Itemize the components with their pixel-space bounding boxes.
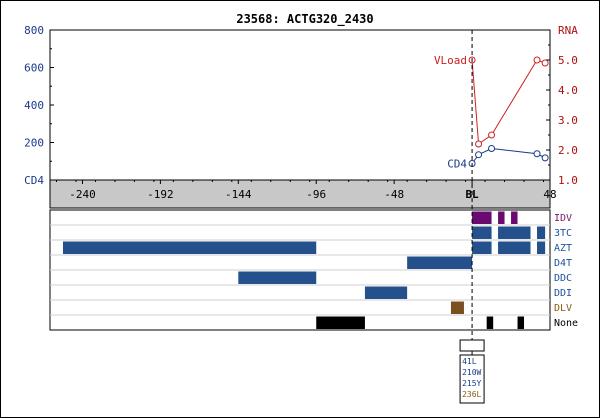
left-axis-tick-label: 200 [24,137,44,150]
drug-bar [364,286,408,299]
right-axis-label: RNA [558,24,578,37]
x-axis-tick-label: -192 [147,188,174,201]
series-point [488,145,496,152]
drug-bar [316,316,365,329]
series-point [533,56,541,64]
mutation-list-box [459,354,485,404]
drug-bar [450,301,464,314]
drug-bar [407,256,473,269]
drug-bar [511,211,518,224]
chart-title: 23568: ACTG320_2430 [236,12,373,27]
drug-row-label: AZT [554,243,572,254]
right-axis-tick-label: 4.0 [558,84,578,97]
left-axis-label: CD4 [24,174,44,187]
right-axis-tick-label: 3.0 [558,114,578,127]
mutation-label: 236L [462,390,481,399]
drug-bar [498,211,505,224]
plot-area [49,29,551,181]
series-point [541,154,549,162]
left-axis: 200 400 600 800 CD4 [24,24,54,187]
drug-bar [498,226,531,239]
drug-bar [238,271,317,284]
drug-row-label: D4T [554,258,572,269]
mutation-label: 41L [462,357,477,366]
x-axis-band [49,179,551,209]
series-label: VLoad [434,54,467,67]
drug-row-label: DDI [554,288,572,299]
right-axis-tick-label: 2.0 [558,144,578,157]
drug-bar [486,316,494,329]
right-axis-tick-label: 1.0 [558,174,578,187]
mutation-box: 41L 210W 215Y 236L [459,339,485,404]
drug-row-label: IDV [554,213,572,224]
x-axis: -240 -192 -144 -96 -48 BL 48 [55,180,557,201]
series-point [475,140,483,148]
mutation-label: 215Y [462,379,481,388]
drug-row-label: None [554,318,578,329]
mutation-label: 210W [462,368,481,377]
mutation-header-box [459,339,485,352]
series-label: CD4 [447,158,467,171]
drug-bar [537,226,546,239]
drug-bar [472,226,492,239]
right-axis: 1.0 2.0 3.0 4.0 5.0 RNA [546,24,578,187]
left-axis-tick-label: 800 [24,24,44,37]
series-point [533,150,541,158]
drug-bar [517,316,525,329]
drug-bar [472,241,492,254]
drug-bar [498,241,531,254]
left-axis-tick-label: 400 [24,99,44,112]
x-axis-tick-label: -144 [225,188,252,201]
x-axis-tick-label: -48 [384,188,404,201]
x-axis-tick-label: -240 [69,188,96,201]
drug-bar [537,241,546,254]
drug-row-label: 3TC [554,228,572,239]
series-layer: VLoad CD4 [434,54,549,171]
drug-row-label: DDC [554,273,572,284]
drug-bar [472,211,492,224]
x-axis-tick-label: -96 [306,188,326,201]
right-axis-tick-label: 5.0 [558,54,578,67]
left-axis-tick-label: 600 [24,62,44,75]
series-point [488,131,496,139]
drug-bar [62,241,317,254]
x-axis-tick-label: 48 [543,188,556,201]
series-point [541,59,549,67]
series-point [475,151,483,159]
drug-layer: IDV 3TC AZT D4T DDC DDI DLV None [50,211,578,329]
drug-row-label: DLV [554,303,572,314]
